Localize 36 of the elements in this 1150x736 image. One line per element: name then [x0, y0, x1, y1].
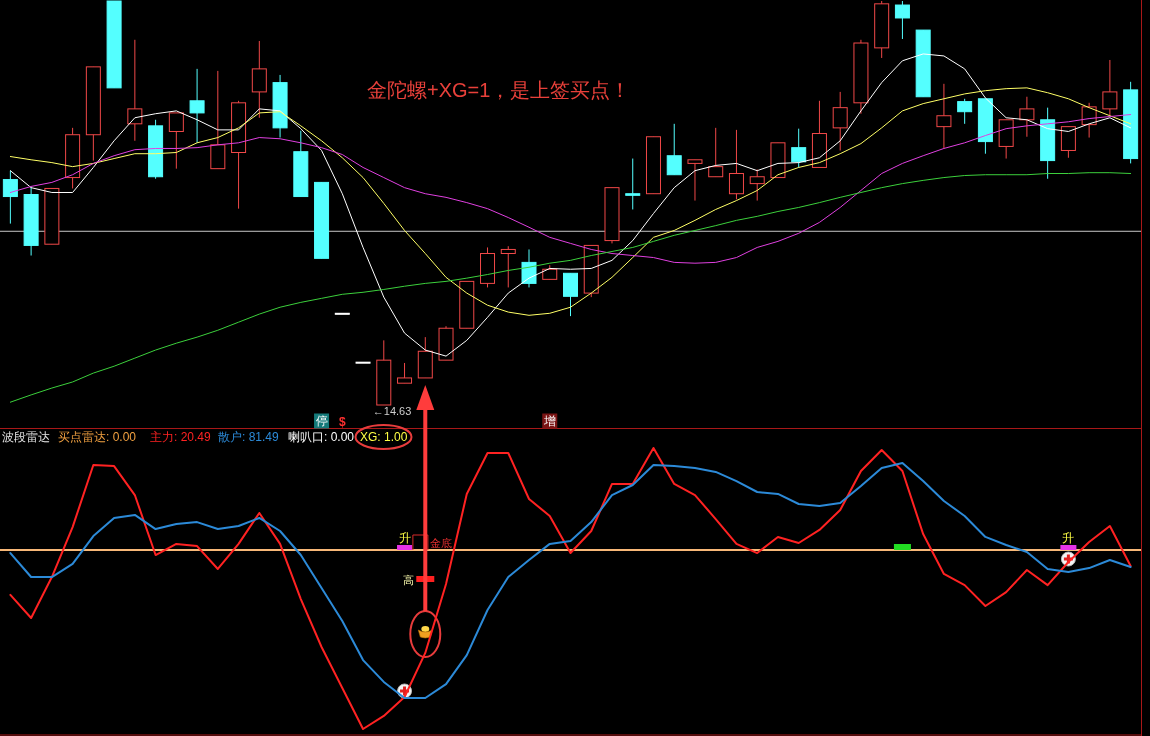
annotation: 升	[398, 531, 411, 545]
chart-title: 波段雷达	[2, 430, 50, 444]
annotation: 升	[1062, 531, 1075, 545]
candlestick	[168, 112, 184, 170]
candlestick	[210, 70, 226, 170]
candlestick	[749, 168, 765, 202]
text: $	[338, 415, 346, 429]
candlestick	[2, 170, 18, 225]
text: 喇叭口: 0.00	[288, 430, 355, 444]
candlestick	[957, 98, 973, 125]
candlestick	[832, 91, 848, 151]
candlestick	[127, 39, 143, 142]
candlestick	[894, 0, 910, 40]
candlestick	[625, 158, 641, 210]
text: 主力: 20.49	[150, 430, 212, 444]
candlestick	[708, 127, 724, 178]
text: 散户: 81.49	[218, 430, 280, 444]
candlestick	[500, 245, 516, 288]
candlestick	[1102, 59, 1118, 117]
candlestick	[666, 123, 682, 176]
candlestick	[1060, 126, 1076, 159]
candlestick	[251, 40, 267, 119]
candlestick	[728, 129, 744, 200]
candlestick	[791, 128, 807, 168]
candlestick	[687, 159, 703, 202]
candlestick	[936, 83, 952, 149]
annotation: 金陀螺+XG=1，是上签买点！	[367, 79, 631, 101]
text: XG: 1.00	[360, 430, 408, 444]
annotation: ←14.63	[372, 405, 412, 417]
annotation: 高	[402, 574, 414, 586]
candlestick	[1019, 96, 1035, 138]
candlestick	[189, 68, 205, 144]
text: 买点雷达: 0.00	[58, 430, 137, 444]
candlestick	[397, 362, 413, 384]
candlestick	[563, 272, 578, 317]
annotation: 金底	[429, 537, 452, 549]
